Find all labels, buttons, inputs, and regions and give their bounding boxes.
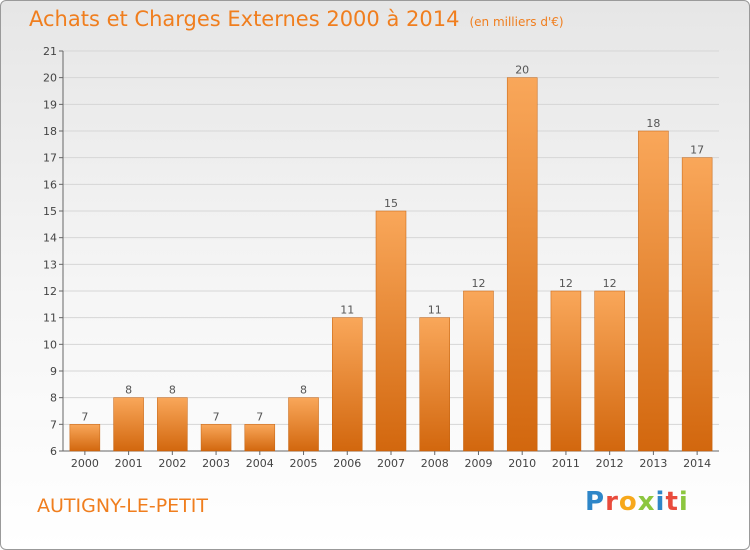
x-tick-label: 2001: [115, 457, 143, 470]
data-label: 15: [384, 197, 398, 210]
x-tick-label: 2014: [683, 457, 711, 470]
x-tick-label: 2004: [246, 457, 274, 470]
data-label: 17: [690, 144, 704, 157]
x-tick-labels: 2000 2001 2002 2003 2004 2005 2006 2007 2008 2009…: [71, 451, 711, 470]
x-tick-label: 2000: [71, 457, 99, 470]
logo-letter: P: [585, 487, 606, 517]
y-tick-label: 18: [43, 125, 57, 138]
bar-2013: [638, 130, 669, 452]
bar-2011: [550, 290, 582, 452]
y-tick-label: 8: [50, 392, 57, 405]
bar-2002: [157, 397, 188, 452]
data-label: 12: [603, 277, 617, 290]
data-label: 11: [428, 304, 442, 317]
bars: [69, 77, 713, 452]
bar-2005: [288, 397, 319, 452]
logo-letter: r: [605, 487, 619, 517]
bar-2007: [375, 210, 407, 452]
data-label: 12: [471, 277, 485, 290]
x-tick-label: 2013: [639, 457, 667, 470]
bar-2010: [506, 77, 538, 452]
y-tick-label: 6: [50, 445, 57, 458]
data-labels: 7 8 8 7 7 8 11 15 11 12 20 12 12 18 17: [81, 64, 704, 424]
y-tick-label: 16: [43, 178, 57, 191]
chart-unit-note: (en milliers d'€): [469, 15, 564, 29]
data-label: 18: [646, 117, 660, 130]
y-tick-label: 7: [50, 418, 57, 431]
data-label: 7: [213, 410, 220, 423]
logo-letter: o: [618, 487, 638, 517]
data-label: 11: [340, 304, 354, 317]
x-tick-label: 2007: [377, 457, 405, 470]
y-tick-label: 15: [43, 205, 57, 218]
y-tick-labels: 6 7 8 9 10 11 12 13 14 15 16 17 18 19 20 21: [43, 45, 57, 458]
bar-2014: [681, 157, 713, 452]
x-tick-label: 2011: [552, 457, 580, 470]
data-label: 8: [125, 384, 132, 397]
logo-letter: i: [678, 487, 689, 517]
data-label: 7: [81, 410, 88, 423]
data-label: 20: [515, 64, 529, 77]
y-tick-label: 10: [43, 338, 57, 351]
x-tick-label: 2002: [158, 457, 186, 470]
logo-letter: i: [655, 487, 666, 517]
bar-2006: [332, 317, 363, 452]
data-label: 12: [559, 277, 573, 290]
y-tick-label: 17: [43, 152, 57, 165]
x-tick-label: 2003: [202, 457, 230, 470]
y-tick-label: 14: [43, 232, 57, 245]
chart-title-text: Achats et Charges Externes 2000 à 2014: [29, 7, 460, 31]
x-tick-label: 2008: [421, 457, 449, 470]
x-tick-label: 2010: [508, 457, 536, 470]
bar-2008: [419, 317, 450, 452]
y-tick-label: 21: [43, 45, 57, 58]
proxiti-logo: Proxiti: [585, 487, 689, 517]
x-tick-label: 2009: [464, 457, 492, 470]
y-tick-label: 11: [43, 312, 57, 325]
logo-letter: x: [637, 487, 656, 517]
y-tick-label: 19: [43, 98, 57, 111]
bar-2001: [113, 397, 144, 452]
town-name: AUTIGNY-LE-PETIT: [37, 495, 208, 517]
data-label: 7: [256, 410, 263, 423]
y-tick-label: 13: [43, 258, 57, 271]
data-label: 8: [169, 384, 176, 397]
bar-2000: [69, 424, 101, 452]
x-tick-label: 2006: [333, 457, 361, 470]
y-tick-label: 20: [43, 72, 57, 85]
x-tick-label: 2012: [596, 457, 624, 470]
chart-title: Achats et Charges Externes 2000 à 2014 (e…: [29, 7, 564, 31]
data-label: 8: [300, 384, 307, 397]
y-tick-label: 12: [43, 285, 57, 298]
y-tick-label: 9: [50, 365, 57, 378]
bar-2004: [244, 424, 276, 452]
bar-2003: [200, 424, 232, 452]
x-tick-label: 2005: [290, 457, 318, 470]
bar-2012: [594, 290, 625, 452]
logo-letter: t: [665, 487, 679, 517]
bar-2009: [463, 290, 494, 452]
